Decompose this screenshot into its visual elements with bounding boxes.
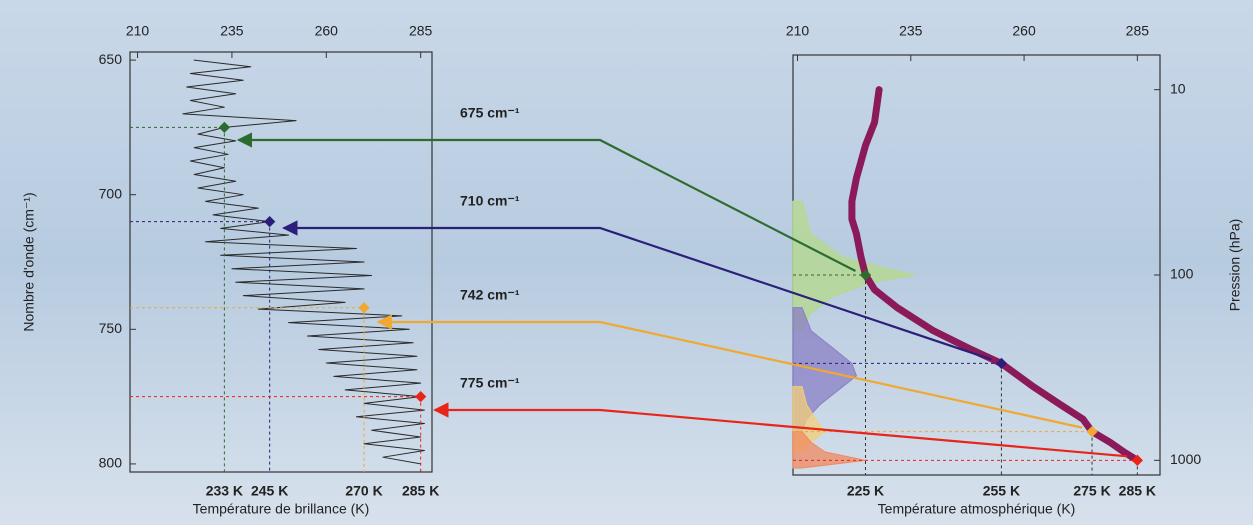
point-marker — [995, 357, 1008, 370]
y-tick-label: 10 — [1170, 80, 1186, 96]
arrow — [282, 220, 992, 361]
point-label: 275 K — [1073, 483, 1110, 499]
y-axis-label: Pression (hPa) — [1227, 219, 1243, 312]
point-label: 270 K — [345, 483, 382, 499]
annotation: 742 cm⁻¹ — [460, 287, 520, 303]
x-tick-label: 235 — [220, 23, 244, 39]
data-line — [848, 86, 1141, 464]
point-marker — [415, 390, 427, 403]
arrow — [376, 314, 1083, 429]
x-tick-label: 260 — [315, 23, 339, 39]
point-label: 285 K — [1119, 483, 1156, 499]
x-tick-label: 210 — [786, 23, 810, 39]
x-tick-label: 285 — [409, 23, 433, 39]
y-tick-label: 750 — [99, 320, 123, 336]
point-label: 245 K — [251, 483, 288, 499]
x-tick-label: 260 — [1012, 23, 1036, 39]
point-marker — [1086, 425, 1098, 438]
point-marker — [859, 269, 872, 281]
point-marker — [1131, 454, 1144, 466]
point-label: 225 K — [847, 483, 884, 499]
plot-frame — [129, 51, 433, 473]
annotation: 675 cm⁻¹ — [460, 105, 520, 121]
y-axis-label: Nombre d'onde (cm⁻¹) — [21, 192, 37, 331]
point-marker — [264, 215, 276, 228]
annotation: 710 cm⁻¹ — [460, 193, 520, 209]
y-tick-label: 100 — [1170, 266, 1194, 282]
x-tick-label: 210 — [126, 23, 150, 39]
y-tick-label: 650 — [99, 51, 123, 67]
x-tick-label: 285 — [1126, 23, 1150, 39]
point-label: 255 K — [983, 483, 1020, 499]
y-tick-label: 700 — [99, 185, 123, 201]
x-tick-label: 235 — [899, 23, 923, 39]
x-axis-label: Température atmosphérique (K) — [878, 501, 1076, 517]
weighting-area — [792, 431, 866, 469]
point-label: 285 K — [402, 483, 439, 499]
annotation: 775 cm⁻¹ — [460, 375, 520, 391]
y-tick-label: 800 — [99, 455, 123, 471]
point-marker — [358, 302, 370, 314]
point-label: 233 K — [206, 483, 243, 499]
arrow — [433, 402, 1128, 458]
arrow — [236, 132, 856, 272]
y-tick-label: 1000 — [1170, 451, 1201, 467]
x-axis-label: Température de brillance (K) — [193, 501, 370, 517]
